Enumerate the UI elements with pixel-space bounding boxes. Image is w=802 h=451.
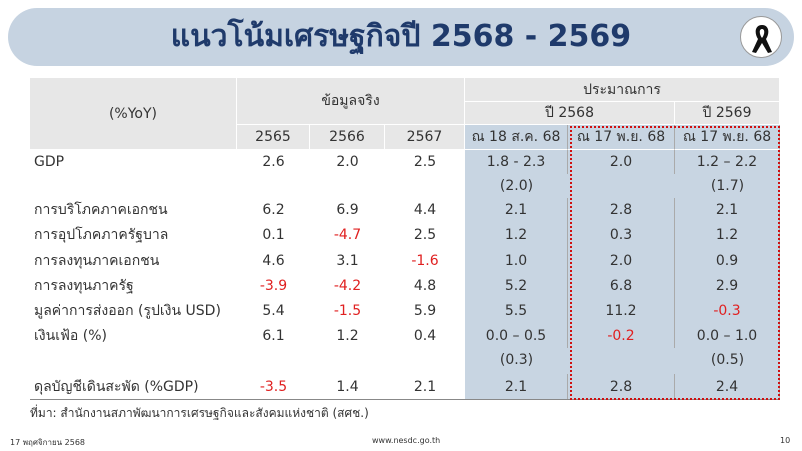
value-cell: 5.5 [465, 298, 568, 324]
value-note: (0.3) [499, 352, 534, 368]
ribbon-icon [752, 25, 772, 53]
column-header: 2565 [237, 125, 310, 150]
value-cell: -3.9 [259, 277, 288, 294]
value-cell: 0.0 – 0.5 [465, 324, 568, 348]
value-cell: 5.2 [465, 273, 568, 298]
value-cell: 0.3 [568, 222, 675, 248]
value-cell: -3.5 [259, 379, 288, 395]
footer-date: 17 พฤศจิกายน 2568 [10, 438, 85, 447]
bottom-rule [30, 399, 780, 400]
value-cell: 6.1 [262, 328, 285, 344]
value-cell: 3.1 [336, 252, 359, 269]
value-cell: -4.7 [333, 227, 362, 243]
actual-header: ข้อมูลจริง [237, 78, 465, 125]
value-cell: 1.0 [465, 248, 568, 273]
value-cell: 1.8 - 2.3 [465, 150, 568, 174]
value-cell: 2.8 [568, 198, 675, 222]
highlight-frame [570, 126, 780, 400]
value-cell: -0.2 [568, 324, 675, 348]
column-header: ณ 17 พ.ย. 68 [568, 125, 675, 150]
value-cell: 5.9 [413, 303, 437, 319]
source-note: ที่มา: สำนักงานสภาพัฒนาการเศรษฐกิจและสัง… [30, 406, 369, 420]
footer-url: www.nesdc.go.th [372, 436, 441, 445]
value-cell: 2.8 [568, 374, 675, 400]
value-note: (2.0) [499, 178, 534, 194]
row-label: การลงทุนภาคเอกชน [34, 252, 160, 269]
mourning-ribbon [740, 16, 782, 58]
value-cell: 2.1 [465, 198, 568, 222]
row-label: GDP [34, 154, 65, 170]
forecast-background [465, 150, 780, 400]
value-cell: 0.1 [262, 227, 285, 243]
value-cell: 2.0 [568, 248, 675, 273]
row-label: มูลค่าการส่งออก (รูปเงิน USD) [34, 303, 221, 319]
value-cell: 5.4 [262, 303, 285, 319]
value-cell: -1.5 [333, 303, 362, 319]
slide-title: แนวโน้มเศรษฐกิจปี 2568 - 2569 [170, 19, 632, 54]
row-label: เงินเฟ้อ (%) [34, 328, 107, 344]
value-cell: 2.6 [262, 154, 285, 170]
column-header: 2566 [310, 125, 385, 150]
value-cell: 6.2 [262, 202, 285, 218]
row-label: การบริโภคภาคเอกชน [34, 202, 168, 218]
value-note: (0.5) [710, 352, 745, 368]
value-cell: 2.1 [413, 379, 437, 395]
row-label: การลงทุนภาครัฐ [34, 277, 134, 294]
value-cell: 1.2 [465, 222, 568, 248]
column-header: ณ 17 พ.ย. 68 [675, 125, 780, 150]
value-cell: 1.2 [336, 328, 359, 344]
value-note: (1.7) [710, 178, 745, 194]
value-cell: 4.6 [262, 252, 285, 269]
value-cell: -1.6 [411, 252, 439, 269]
value-cell: 6.9 [336, 202, 359, 218]
page-number: 10 [780, 436, 791, 445]
value-cell: 0.4 [413, 328, 437, 344]
forecast-year: ปี 2568 [465, 102, 675, 125]
column-header: ณ 18 ส.ค. 68 [465, 125, 568, 150]
value-cell: 6.8 [568, 273, 675, 298]
value-cell: 11.2 [568, 298, 675, 324]
value-cell: 4.4 [413, 202, 437, 218]
value-cell: -4.2 [333, 277, 362, 294]
column-header: 2567 [385, 125, 465, 150]
value-cell: 2.1 [465, 374, 568, 400]
title-banner [8, 8, 794, 66]
row-label: การอุปโภคภาครัฐบาล [34, 227, 169, 243]
value-cell: 2.5 [413, 227, 437, 243]
value-cell: 1.4 [336, 379, 359, 395]
forecast-year: ปี 2569 [675, 102, 780, 125]
value-cell: 2.0 [336, 154, 359, 170]
row-label: ดุลบัญชีเดินสะพัด (%GDP) [34, 379, 199, 395]
value-cell: 2.0 [568, 150, 675, 174]
value-cell: 2.5 [413, 154, 437, 170]
forecast-header: ประมาณการ [465, 78, 780, 102]
value-cell: 4.8 [413, 277, 437, 294]
corner-header: (%YoY) [30, 78, 237, 150]
